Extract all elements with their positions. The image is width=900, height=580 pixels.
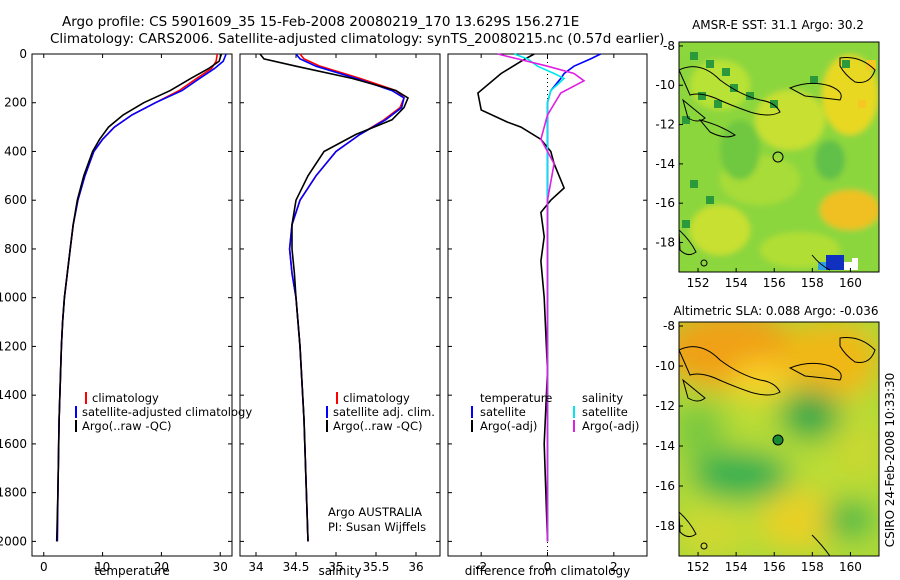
- lon-tick-label: 156: [763, 560, 786, 574]
- plot-frame: [31, 53, 233, 557]
- temperature-panel: 0 10 20 30 0 200 400 600 800 1000 1200 1400 1600 1800…: [0, 47, 233, 578]
- series-line: [477, 53, 566, 542]
- lat-tick-label: -14: [655, 157, 675, 171]
- y-tick-label: 200: [4, 96, 27, 110]
- pi-label: PI: Susan Wijffels: [328, 520, 426, 534]
- lon-tick-label: 160: [839, 276, 862, 290]
- lat-tick-label: -12: [655, 399, 675, 413]
- series-line: [288, 53, 405, 542]
- salinity-legend: climatology satellite adj. clim. Argo(..…: [326, 391, 435, 534]
- x-tick-label: 36: [408, 560, 423, 574]
- lon-tick-label: 152: [687, 276, 710, 290]
- difference-legend: temperature satellite Argo(-adj) salinit…: [471, 391, 639, 433]
- sla-map-axes: 152 154 156 158 160 -8 -10 -12 -14 -16 -18: [655, 319, 880, 574]
- map-frame: [678, 321, 880, 557]
- y-tick-label: 2000: [0, 534, 27, 548]
- legend-climatology: climatology: [343, 391, 410, 405]
- legend-climatology: climatology: [92, 391, 159, 405]
- x-axis-label: salinity: [318, 564, 361, 578]
- series-line: [56, 53, 227, 542]
- legend-temperature-title: temperature: [480, 391, 552, 405]
- legend-satellite-adj: satellite adj. clim.: [333, 405, 435, 419]
- y-tick-label: 400: [4, 144, 27, 158]
- map-frame: [678, 41, 880, 273]
- series-line: [55, 53, 223, 542]
- legend-argo-raw: Argo(..raw -QC): [333, 419, 423, 433]
- x-tick-label: 35.5: [363, 560, 390, 574]
- temperature-legend: climatology satellite-adjusted climatolo…: [75, 391, 252, 433]
- y-tick-label: 1400: [0, 388, 27, 402]
- lat-tick-label: -18: [655, 236, 675, 250]
- y-tick-label: 1200: [0, 339, 27, 353]
- lon-tick-label: 152: [687, 560, 710, 574]
- lat-tick-label: -8: [663, 39, 675, 53]
- lat-tick-label: -8: [663, 319, 675, 333]
- sla-map-title: Altimetric SLA: 0.088 Argo: -0.036: [673, 304, 878, 318]
- lat-tick-label: -10: [655, 359, 675, 373]
- series-line: [497, 53, 586, 542]
- legend-temp-satellite: satellite: [480, 405, 526, 419]
- x-tick-label: 0: [544, 560, 552, 574]
- sst-map: [679, 42, 879, 272]
- legend-temp-argo: Argo(-adj): [480, 419, 537, 433]
- series-line: [56, 53, 219, 542]
- legend-argo-raw: Argo(..raw -QC): [82, 419, 172, 433]
- x-axis-label: temperature: [94, 564, 169, 578]
- x-axis-label: difference from climatology: [465, 564, 631, 578]
- lon-tick-label: 154: [725, 560, 748, 574]
- y-tick-label: 800: [4, 242, 27, 256]
- y-tick-label: 1600: [0, 437, 27, 451]
- lat-tick-label: -14: [655, 439, 675, 453]
- csiro-timestamp: CSIRO 24-Feb-2008 10:33:30: [883, 373, 897, 548]
- lon-tick-label: 160: [839, 560, 862, 574]
- y-tick-label: 1000: [0, 291, 27, 305]
- sla-map: [679, 322, 879, 556]
- x-tick-label: 34: [248, 560, 263, 574]
- x-tick-label: 2: [610, 560, 618, 574]
- header-line-2: Climatology: CARS2006. Satellite-adjuste…: [50, 31, 664, 47]
- series-line: [546, 53, 601, 542]
- lon-tick-label: 158: [801, 276, 824, 290]
- y-tick-label: 1800: [0, 486, 27, 500]
- legend-salinity-title: salinity: [582, 391, 623, 405]
- series-line: [288, 53, 405, 542]
- x-tick-label: 30: [213, 560, 228, 574]
- sst-map-axes: 152 154 156 158 160 -8 -10 -12 -14 -16 -18: [655, 39, 880, 290]
- lat-tick-label: -10: [655, 78, 675, 92]
- argo-australia-label: Argo AUSTRALIA: [328, 505, 422, 519]
- x-tick-label: -2: [475, 560, 487, 574]
- x-tick-label: 0: [40, 560, 48, 574]
- x-tick-label: 10: [95, 560, 110, 574]
- lat-tick-label: -12: [655, 118, 675, 132]
- lon-tick-label: 156: [763, 276, 786, 290]
- salinity-panel: 34 34.5 35 35.5 36 salinity: [239, 53, 441, 578]
- legend-sal-argo: Argo(-adj): [582, 419, 639, 433]
- series-line: [259, 53, 410, 542]
- header-line-1: Argo profile: CS 5901609_35 15-Feb-2008 …: [62, 14, 579, 30]
- y-tick-label: 600: [4, 193, 27, 207]
- plot-frame: [239, 53, 441, 557]
- x-tick-label: 35: [328, 560, 343, 574]
- lon-tick-label: 154: [725, 276, 748, 290]
- legend-sal-satellite: satellite: [582, 405, 628, 419]
- lat-tick-label: -16: [655, 196, 675, 210]
- lat-tick-label: -16: [655, 479, 675, 493]
- legend-satellite-adjusted: satellite-adjusted climatology: [82, 405, 252, 419]
- x-tick-label: 34.5: [283, 560, 310, 574]
- x-tick-label: 20: [154, 560, 169, 574]
- y-tick-label: 0: [19, 47, 27, 61]
- lon-tick-label: 158: [801, 560, 824, 574]
- sst-map-title: AMSR-E SST: 31.1 Argo: 30.2: [692, 18, 864, 32]
- lat-tick-label: -18: [655, 519, 675, 533]
